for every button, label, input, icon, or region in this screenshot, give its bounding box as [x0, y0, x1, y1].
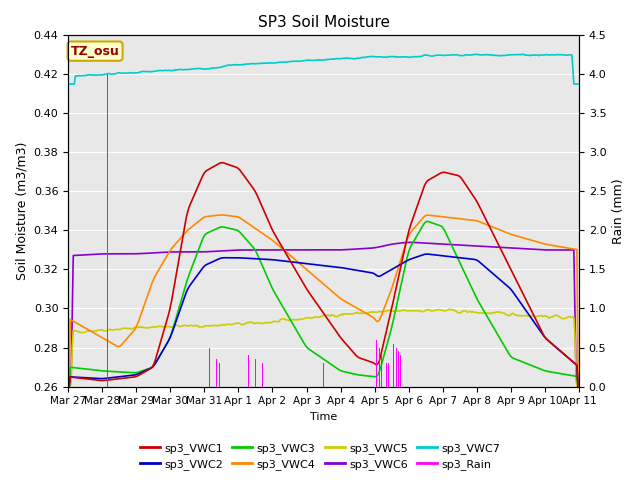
Bar — [386, 363, 387, 386]
Text: TZ_osu: TZ_osu — [70, 45, 120, 58]
X-axis label: Time: Time — [310, 412, 337, 422]
Bar — [398, 351, 399, 386]
Y-axis label: Soil Moisture (m3/m3): Soil Moisture (m3/m3) — [15, 142, 28, 280]
Bar — [212, 355, 213, 386]
Bar — [323, 363, 324, 386]
Bar — [400, 355, 401, 386]
Bar — [395, 348, 396, 386]
Bar — [381, 355, 382, 386]
Bar — [393, 344, 394, 386]
Bar — [401, 359, 402, 386]
Bar — [205, 340, 207, 386]
Bar — [209, 348, 210, 386]
Bar — [248, 355, 249, 386]
Bar — [195, 51, 196, 386]
Title: SP3 Soil Moisture: SP3 Soil Moisture — [257, 15, 390, 30]
Bar — [255, 359, 256, 386]
Y-axis label: Rain (mm): Rain (mm) — [612, 178, 625, 244]
Bar — [376, 340, 377, 386]
Bar — [396, 348, 397, 386]
Legend: sp3_VWC1, sp3_VWC2, sp3_VWC3, sp3_VWC4, sp3_VWC5, sp3_VWC6, sp3_VWC7, sp3_Rain: sp3_VWC1, sp3_VWC2, sp3_VWC3, sp3_VWC4, … — [136, 438, 504, 474]
Bar — [107, 74, 108, 386]
